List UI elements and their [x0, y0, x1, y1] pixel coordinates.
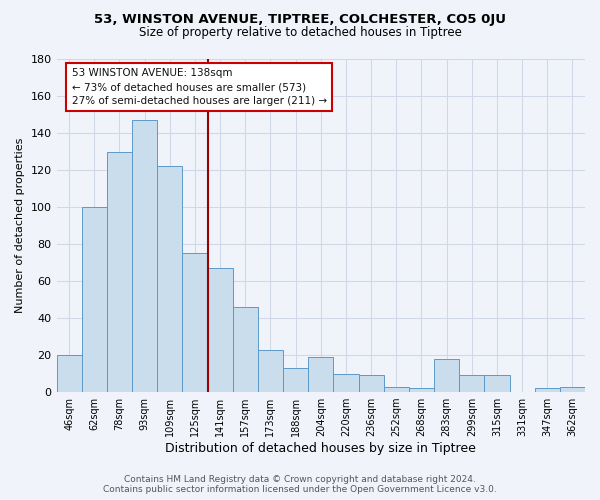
Bar: [359, 376, 383, 392]
Bar: [308, 357, 334, 392]
Bar: [132, 120, 157, 392]
Text: 53 WINSTON AVENUE: 138sqm
← 73% of detached houses are smaller (573)
27% of semi: 53 WINSTON AVENUE: 138sqm ← 73% of detac…: [71, 68, 327, 106]
Bar: [157, 166, 182, 392]
Bar: [409, 388, 434, 392]
Bar: [459, 376, 484, 392]
Bar: [560, 386, 585, 392]
Text: Contains HM Land Registry data © Crown copyright and database right 2024.
Contai: Contains HM Land Registry data © Crown c…: [103, 474, 497, 494]
Bar: [233, 307, 258, 392]
Bar: [182, 254, 208, 392]
Text: 53, WINSTON AVENUE, TIPTREE, COLCHESTER, CO5 0JU: 53, WINSTON AVENUE, TIPTREE, COLCHESTER,…: [94, 12, 506, 26]
Bar: [82, 207, 107, 392]
Bar: [434, 359, 459, 392]
Bar: [258, 350, 283, 392]
Bar: [283, 368, 308, 392]
Bar: [56, 355, 82, 392]
Text: Size of property relative to detached houses in Tiptree: Size of property relative to detached ho…: [139, 26, 461, 39]
X-axis label: Distribution of detached houses by size in Tiptree: Distribution of detached houses by size …: [166, 442, 476, 455]
Bar: [208, 268, 233, 392]
Bar: [334, 374, 359, 392]
Bar: [535, 388, 560, 392]
Bar: [484, 376, 509, 392]
Bar: [107, 152, 132, 392]
Bar: [383, 386, 409, 392]
Y-axis label: Number of detached properties: Number of detached properties: [15, 138, 25, 313]
